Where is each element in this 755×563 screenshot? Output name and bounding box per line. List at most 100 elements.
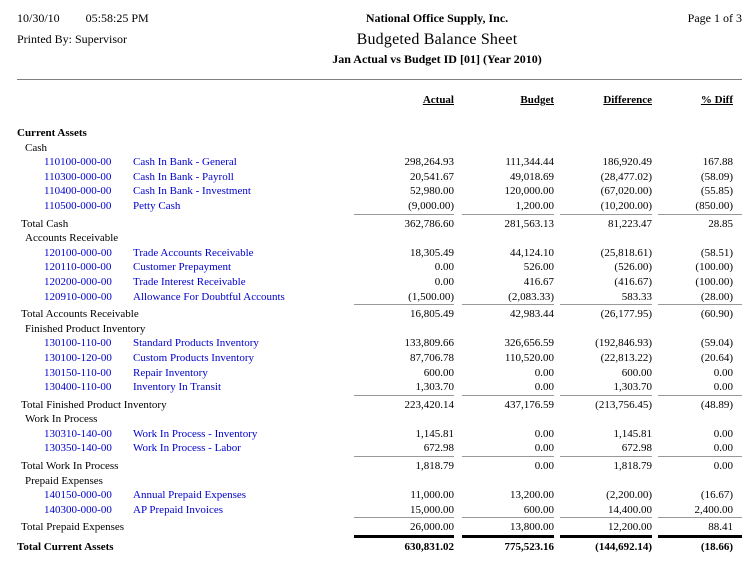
account-name-link[interactable]: Trade Interest Receivable — [133, 275, 246, 288]
difference-value-cell: 12,200.00 — [560, 517, 652, 535]
account-label: 120200-000-00 Trade Interest Receivable — [17, 275, 354, 290]
actual-value-cell: 20,541.67 — [410, 170, 454, 183]
subtotal-row-label: Total Prepaid Expenses — [21, 521, 125, 534]
account-label: 110500-000-00 Petty Cash — [17, 199, 354, 214]
budget-value-cell: 0.00 — [534, 366, 554, 379]
difference-value-cell: 1,818.79 — [560, 456, 652, 474]
account-label: 130100-110-00 Standard Products Inventory — [17, 336, 354, 351]
account-number-link[interactable]: 130400-110-00 — [44, 381, 112, 394]
actual-value-cell: 52,980.00 — [410, 185, 454, 198]
pct-diff-value-cell: (100.00) — [695, 261, 733, 274]
account-row: 130150-110-00 Repair Inventory 600.00 0.00 6… — [17, 366, 742, 381]
budget-value-cell: 0.00 — [534, 381, 554, 394]
report-date: 10/30/10 — [17, 11, 60, 25]
account-name-link[interactable]: Standard Products Inventory — [133, 337, 259, 350]
account-row: 120100-000-00 Trade Accounts Receivable 18… — [17, 246, 742, 261]
account-name-link[interactable]: Cash In Bank - General — [133, 156, 237, 169]
difference-value-cell: (192,846.93) — [595, 337, 652, 350]
account-name-link[interactable]: Cash In Bank - Payroll — [133, 170, 234, 183]
actual-value-cell: 133,809.66 — [404, 337, 455, 350]
account-number-link[interactable]: 130150-110-00 — [44, 366, 112, 379]
subsection-header-row: Finished Product Inventory — [17, 322, 742, 337]
difference-value-cell: 14,400.00 — [608, 503, 652, 516]
account-name-link[interactable]: Customer Prepayment — [133, 261, 232, 274]
budget-value-cell: 600.00 — [523, 503, 554, 516]
account-number-link[interactable]: 110500-000-00 — [44, 199, 112, 212]
account-label: 130150-110-00 Repair Inventory — [17, 366, 354, 381]
difference-value-cell: 81,223.47 — [560, 213, 652, 232]
account-name-link[interactable]: Work In Process - Inventory — [133, 427, 258, 440]
account-row: 130350-140-00 Work In Process - Labor 672.… — [17, 441, 742, 456]
account-name-link[interactable]: Repair Inventory — [133, 366, 208, 379]
pct-diff-value-cell: (59.04) — [700, 337, 733, 350]
account-name-link[interactable]: Petty Cash — [133, 199, 181, 212]
pct-diff-value-cell: (100.00) — [695, 275, 733, 288]
budget-value-cell: 110,520.00 — [504, 351, 554, 364]
report-subtitle: Jan Actual vs Budget ID [01] (Year 2010) — [332, 52, 542, 66]
pct-diff-value-cell: (58.51) — [700, 246, 733, 259]
header-left-block: 10/30/10 05:58:25 PM Printed By: Supervi… — [17, 11, 232, 47]
subtotal-row-label: Total Finished Product Inventory — [21, 398, 167, 411]
account-number-link[interactable]: 130100-120-00 — [44, 351, 112, 364]
subtotal-row-label: Total Cash — [21, 217, 69, 230]
account-number-link[interactable]: 120100-000-00 — [44, 246, 112, 259]
actual-value-cell: 362,786.60 — [354, 213, 454, 232]
account-number-link[interactable]: 110400-000-00 — [44, 185, 112, 198]
actual-value-cell: 0.00 — [434, 261, 454, 274]
account-number-link[interactable]: 140150-000-00 — [44, 489, 112, 502]
account-number-link[interactable]: 110100-000-00 — [44, 156, 112, 169]
subtotal-row-label: Total Work In Process — [21, 460, 119, 473]
budget-value-cell: (2,083.33) — [508, 290, 554, 303]
account-name-link[interactable]: Trade Accounts Receivable — [133, 246, 254, 259]
account-name-link[interactable]: Custom Products Inventory — [133, 351, 254, 364]
actual-value-cell: 26,000.00 — [354, 517, 454, 535]
column-header-actual: Actual — [422, 94, 454, 106]
section-header-row-label: Current Assets — [17, 127, 87, 139]
budget-value-cell: 111,344.44 — [505, 156, 554, 169]
pct-diff-value-cell: 0.00 — [713, 442, 733, 455]
account-number-link[interactable]: 120910-000-00 — [44, 290, 112, 303]
header-divider-line — [17, 79, 742, 80]
actual-value-cell: 223,420.14 — [354, 394, 454, 413]
budget-value-cell: 775,523.16 — [462, 535, 554, 555]
actual-value-cell: (1,500.00) — [408, 290, 454, 303]
budget-value-cell: 120,000.00 — [504, 185, 555, 198]
account-number-link[interactable]: 120110-000-00 — [44, 261, 112, 274]
difference-value-cell: 1,145.81 — [613, 427, 653, 440]
printed-by-label: Printed By: Supervisor — [17, 32, 127, 46]
account-row: 110500-000-00 Petty Cash (9,000.00) 1,200.0… — [17, 199, 742, 214]
account-row: 130100-120-00 Custom Products Inventory 87… — [17, 351, 742, 366]
account-number-link[interactable]: 110300-000-00 — [44, 170, 112, 183]
subtotal-row: Total Prepaid Expenses 26,000.00 13,800.00… — [17, 517, 742, 535]
page-indicator: Page 1 of 3 — [687, 11, 742, 25]
subsection-header-row-label: Accounts Receivable — [25, 232, 119, 245]
account-label: 130310-140-00 Work In Process - Inventory — [17, 427, 354, 442]
pct-diff-value-cell: (16.67) — [700, 489, 733, 502]
actual-value-cell: 16,805.49 — [354, 304, 454, 322]
account-name-link[interactable]: Work In Process - Labor — [133, 442, 241, 455]
account-name-link[interactable]: AP Prepaid Invoices — [133, 503, 224, 516]
account-label: 110400-000-00 Cash In Bank - Investment — [17, 184, 354, 199]
subsection-header-row-label: Finished Product Inventory — [25, 322, 146, 335]
account-number-link[interactable]: 130310-140-00 — [44, 427, 112, 440]
budget-value-cell: 44,124.10 — [510, 246, 554, 259]
account-name-link[interactable]: Annual Prepaid Expenses — [133, 489, 247, 502]
account-name-link[interactable]: Cash In Bank - Investment — [133, 185, 251, 198]
budget-value-cell: 13,800.00 — [462, 517, 554, 535]
difference-value-cell: (67,020.00) — [600, 185, 652, 198]
pct-diff-value-cell: (20.64) — [700, 351, 733, 364]
subsection-header-row: Work In Process — [17, 412, 742, 427]
column-header-row: Actual Budget Difference % Diff — [17, 94, 742, 106]
difference-value-cell: 600.00 — [621, 366, 652, 379]
subtotal-row: Total Work In Process 1,818.79 0.00 1,818.7… — [17, 456, 742, 474]
budget-value-cell: 0.00 — [534, 427, 554, 440]
account-number-link[interactable]: 130350-140-00 — [44, 442, 112, 455]
account-name-link[interactable]: Inventory In Transit — [133, 381, 221, 394]
account-number-link[interactable]: 130100-110-00 — [44, 337, 112, 350]
actual-value-cell: 87,706.78 — [410, 351, 454, 364]
account-name-link[interactable]: Allowance For Doubtful Accounts — [133, 290, 285, 303]
subtotal-row: Total Accounts Receivable 16,805.49 42,983… — [17, 304, 742, 322]
account-number-link[interactable]: 120200-000-00 — [44, 275, 112, 288]
account-number-link[interactable]: 140300-000-00 — [44, 503, 112, 516]
